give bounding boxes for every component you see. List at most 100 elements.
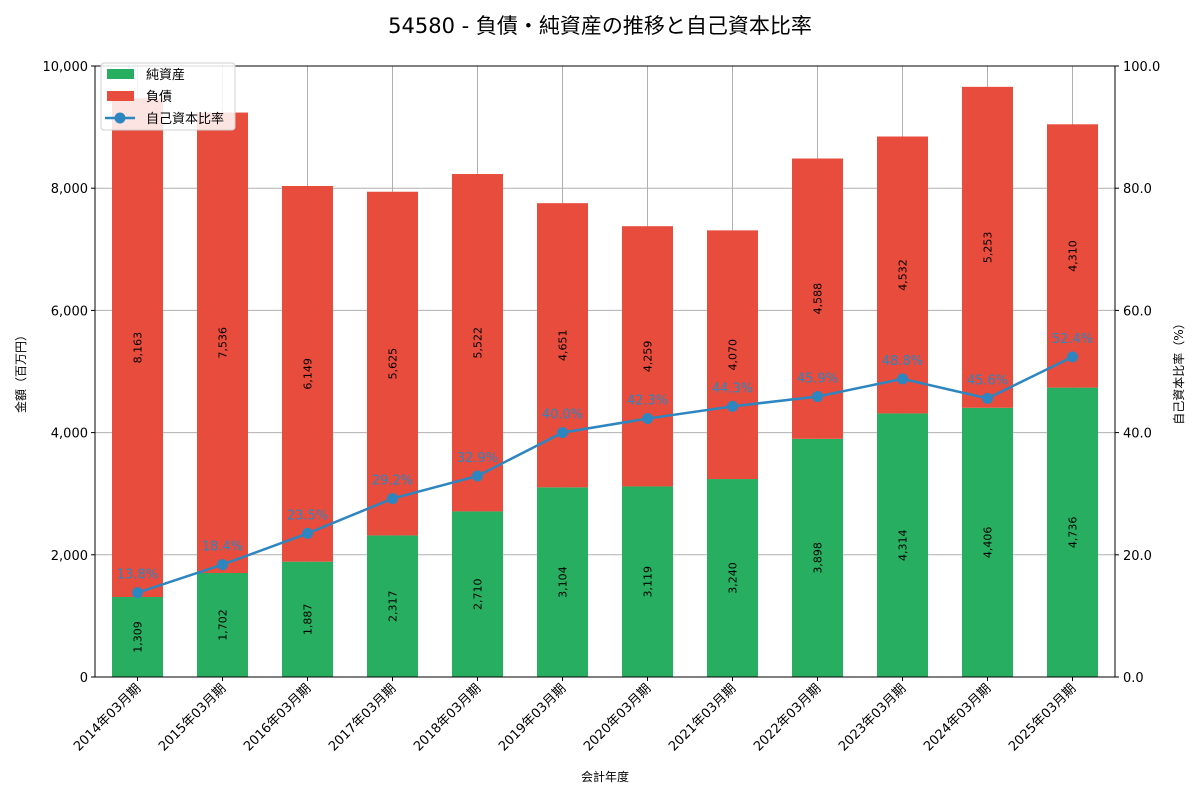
bar-liabilities-label: 4,651	[557, 330, 570, 362]
bar-equity-label: 2,317	[387, 590, 400, 622]
legend-box	[100, 62, 236, 131]
ratio-point	[387, 493, 398, 505]
bar-equity	[282, 561, 333, 677]
bar-equity	[537, 487, 588, 677]
bar-labels: 1,309 8,163 1,702 7,536 1,887 6,149 2,317 5,625…	[132, 232, 1080, 653]
chart-title: 54580 - 負債・純資産の推移と自己資本比率	[388, 14, 812, 38]
legend-label-equity: 純資産	[146, 67, 185, 83]
ratio-label: 44.3%	[712, 381, 753, 396]
bar-liabilities	[197, 112, 248, 574]
y2-tick-label: 20.0	[1123, 549, 1152, 564]
ratio-point	[812, 391, 823, 403]
y2-axis-label: 自己資本比率（%）	[1171, 317, 1186, 424]
bar-liabilities-label: 5,625	[387, 348, 400, 380]
legend-swatch-liabilities	[107, 91, 134, 101]
legend-marker-ratio	[114, 112, 126, 124]
bar-liabilities-label: 6,149	[302, 358, 315, 390]
x-tick-label: 2021年03月期	[666, 681, 739, 754]
y-tick-label: 10,000	[43, 60, 89, 75]
legend-label-ratio: 自己資本比率	[146, 111, 224, 127]
y-tick-label: 8,000	[51, 182, 88, 197]
y-tick-label: 0	[80, 671, 88, 686]
y2-tick-label: 100.0	[1123, 60, 1160, 75]
bar-equity	[1047, 387, 1098, 677]
x-tick-label: 2020年03月期	[581, 681, 654, 754]
bar-equity	[367, 535, 418, 677]
ratio-label: 48.8%	[882, 354, 923, 369]
bar-liabilities-label: 7,536	[217, 327, 230, 359]
bar-equity-label: 1,309	[132, 621, 145, 653]
ratio-point	[217, 559, 228, 571]
bar-liabilities	[1047, 124, 1098, 388]
bar-equity	[877, 413, 928, 677]
bar-liabilities-label: 5,253	[982, 232, 995, 264]
y-axis-right: 0.0 20.0 40.0 60.0 80.0 100.0	[1115, 60, 1160, 686]
x-tick-label: 2019年03月期	[496, 681, 569, 754]
ratio-label: 29.2%	[372, 474, 413, 489]
ratio-label: 45.6%	[967, 373, 1008, 388]
bar-equity-label: 3,104	[557, 566, 570, 598]
y2-tick-label: 0.0	[1123, 671, 1144, 686]
y-tick-label: 4,000	[51, 427, 88, 442]
bar-liabilities	[877, 136, 928, 414]
x-tick-label: 2022年03月期	[751, 681, 824, 754]
bar-liabilities	[367, 191, 418, 536]
legend-swatch-equity	[107, 69, 134, 79]
x-tick-label: 2016年03月期	[241, 681, 314, 754]
y2-tick-label: 80.0	[1123, 182, 1152, 197]
bar-equity-label: 3,119	[642, 566, 655, 598]
bar-liabilities	[707, 230, 758, 480]
ratio-label: 45.9%	[797, 372, 838, 387]
ratio-label: 40.0%	[542, 408, 583, 423]
y-tick-label: 2,000	[51, 549, 88, 564]
ratio-point	[557, 427, 568, 439]
bar-equity	[197, 573, 248, 677]
bars	[112, 86, 1098, 677]
bar-liabilities-label: 4,070	[727, 339, 740, 371]
bar-liabilities	[452, 174, 503, 512]
bar-equity	[452, 511, 503, 677]
ratio-label: 52.4%	[1052, 332, 1093, 347]
ratio-label: 42.3%	[627, 394, 668, 409]
x-tick-label: 2018年03月期	[411, 681, 484, 754]
x-axis-label: 会計年度	[581, 769, 629, 784]
ratio-point	[982, 392, 993, 404]
bar-equity	[112, 597, 163, 677]
bar-equity-label: 1,887	[302, 604, 315, 636]
ratio-point	[472, 470, 483, 482]
bar-liabilities-label: 4,259	[642, 341, 655, 373]
bar-equity-label: 3,898	[812, 542, 825, 574]
bar-liabilities	[112, 98, 163, 598]
plot-frame	[94, 65, 1116, 678]
bar-liabilities-label: 8,163	[132, 332, 145, 364]
y2-tick-label: 40.0	[1123, 427, 1152, 442]
ratio-point	[642, 413, 653, 425]
bar-liabilities	[962, 86, 1013, 408]
bar-equity-label: 1,702	[217, 609, 230, 641]
bar-equity	[622, 486, 673, 677]
ratio-line-path	[137, 355, 1074, 594]
x-axis: 2014年03月期 2015年03月期 2016年03月期 2017年03月期 2018…	[71, 677, 1079, 755]
bar-equity-label: 2,710	[472, 578, 485, 610]
x-tick-label: 2014年03月期	[71, 681, 144, 754]
bar-equity-label: 3,240	[727, 562, 740, 594]
bar-equity-label: 4,736	[1067, 517, 1080, 549]
ratio-point	[1067, 351, 1078, 363]
bar-liabilities-label: 4,310	[1067, 240, 1080, 272]
ratio-point	[302, 527, 313, 539]
x-tick-label: 2024年03月期	[921, 681, 994, 754]
bar-liabilities-label: 5,522	[472, 327, 485, 359]
y-axis-label: 金額（百万円）	[13, 329, 28, 413]
y-axis-left: 0 2,000 4,000 6,000 8,000 10,000	[43, 60, 95, 686]
bar-equity	[962, 407, 1013, 677]
bar-liabilities-label: 4,588	[812, 283, 825, 315]
ratio-label: 23.5%	[287, 508, 328, 523]
ratio-line: 13.8% 18.4% 23.5% 29.2% 32.9% 40.0% 42.3% 44.3%…	[117, 332, 1093, 599]
ratio-label: 32.9%	[457, 451, 498, 466]
bar-equity	[792, 438, 843, 677]
y2-tick-label: 60.0	[1123, 304, 1152, 319]
bar-liabilities	[282, 186, 333, 562]
ratio-label: 13.8%	[117, 568, 158, 583]
